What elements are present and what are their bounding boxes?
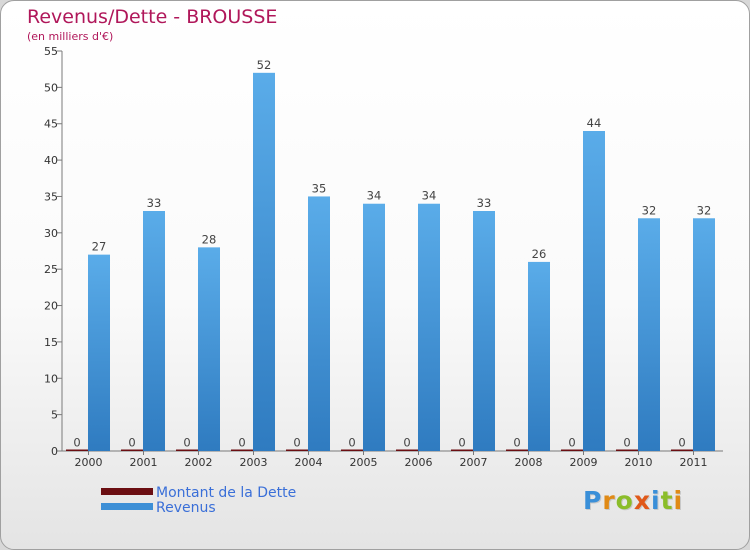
x-tick-label: 2008	[515, 456, 543, 469]
bar-revenus	[253, 72, 275, 452]
x-tick-label: 2010	[625, 456, 653, 469]
y-tick-label: 45	[44, 118, 58, 131]
logo-letter: o	[615, 486, 634, 515]
logo-letter: r	[602, 486, 616, 515]
bar-revenus	[583, 131, 605, 451]
bar-dette	[451, 449, 473, 451]
bar-revenus	[363, 203, 385, 451]
bar-dette	[341, 449, 363, 451]
x-tick-label: 2004	[295, 456, 323, 469]
y-tick-label: 0	[51, 445, 58, 458]
x-tick-label: 2003	[240, 456, 268, 469]
y-tick-label: 10	[44, 372, 58, 385]
x-tick-label: 2011	[680, 456, 708, 469]
data-label-dette: 0	[403, 436, 410, 450]
data-label-revenus: 44	[587, 116, 602, 130]
logo-letter: t	[660, 486, 674, 515]
data-label-dette: 0	[678, 436, 685, 450]
bar-dette	[121, 449, 143, 451]
bar-dette	[616, 449, 638, 451]
data-label-dette: 0	[458, 436, 465, 450]
data-label-revenus: 33	[477, 196, 492, 210]
legend-item-dette: Montant de la Dette	[101, 486, 296, 501]
chart-subtitle: (en milliers d'€)	[27, 30, 114, 43]
logo-letter: P	[583, 486, 603, 515]
bar-dette	[176, 449, 198, 451]
data-label-dette: 0	[513, 436, 520, 450]
legend-swatch-revenus	[101, 503, 153, 510]
bar-dette	[506, 449, 528, 451]
data-label-revenus: 34	[422, 189, 437, 203]
data-label-dette: 0	[568, 436, 575, 450]
legend-item-revenus: Revenus	[101, 501, 296, 516]
bar-dette	[396, 449, 418, 451]
bar-dette	[231, 449, 253, 451]
y-tick-label: 30	[44, 227, 58, 240]
x-tick-label: 2000	[75, 456, 103, 469]
axes: 0 5 10 15 20 25 30 35 40 45 50 55 2000 2001 2002 2003 20…	[44, 45, 723, 469]
data-label-revenus: 32	[642, 203, 657, 217]
bar-revenus	[638, 218, 660, 451]
proxiti-logo: Proxiti	[583, 486, 683, 515]
x-tick-label: 2005	[350, 456, 378, 469]
data-label-dette: 0	[238, 436, 245, 450]
x-tick-label: 2001	[130, 456, 158, 469]
legend-label-dette: Montant de la Dette	[156, 485, 297, 501]
bar-dette	[671, 449, 693, 451]
bar-revenus	[88, 254, 110, 451]
data-label-revenus: 33	[147, 196, 162, 210]
legend-swatch-dette	[101, 488, 153, 495]
data-label-dette: 0	[128, 436, 135, 450]
bar-dette	[66, 449, 88, 451]
y-tick-label: 55	[44, 45, 58, 58]
data-label-dette: 0	[348, 436, 355, 450]
bar-revenus	[473, 211, 495, 451]
bar-revenus	[308, 196, 330, 451]
y-tick-label: 25	[44, 263, 58, 276]
y-tick-label: 40	[44, 154, 58, 167]
x-tick-label: 2009	[570, 456, 598, 469]
data-labels: 0 27 0 33 0 28 0 52 0 35 0 34 0 34 0 33 0 26 0 44 0 32 0 32	[73, 58, 711, 450]
data-label-revenus: 27	[92, 240, 107, 254]
bar-revenus	[198, 247, 220, 451]
bar-revenus	[143, 211, 165, 451]
y-tick-label: 20	[44, 300, 58, 313]
logo-letter: x	[633, 486, 651, 515]
legend-label-revenus: Revenus	[156, 500, 216, 516]
y-tick-label: 15	[44, 336, 58, 349]
data-label-revenus: 34	[367, 189, 382, 203]
logo-letter: i	[673, 486, 684, 515]
y-tick-label: 50	[44, 81, 58, 94]
bars	[66, 72, 715, 452]
data-label-revenus: 35	[312, 181, 327, 195]
y-tick-label: 35	[44, 190, 58, 203]
bar-revenus	[693, 218, 715, 451]
legend: Montant de la Dette Revenus	[101, 486, 296, 516]
data-label-dette: 0	[623, 436, 630, 450]
data-label-dette: 0	[183, 436, 190, 450]
bar-dette	[286, 449, 308, 451]
data-label-dette: 0	[73, 436, 80, 450]
x-tick-label: 2002	[185, 456, 213, 469]
data-label-revenus: 28	[202, 232, 217, 246]
data-label-revenus: 32	[697, 203, 712, 217]
bar-revenus	[528, 261, 550, 451]
bar-revenus	[418, 203, 440, 451]
x-tick-label: 2007	[460, 456, 488, 469]
x-tick-label: 2006	[405, 456, 433, 469]
data-label-revenus: 52	[257, 58, 272, 72]
data-label-revenus: 26	[532, 247, 547, 261]
y-tick-label: 5	[51, 409, 58, 422]
chart-title: Revenus/Dette - BROUSSE	[27, 6, 278, 28]
logo-letter: i	[651, 486, 661, 515]
bar-dette	[561, 449, 583, 451]
data-label-dette: 0	[293, 436, 300, 450]
